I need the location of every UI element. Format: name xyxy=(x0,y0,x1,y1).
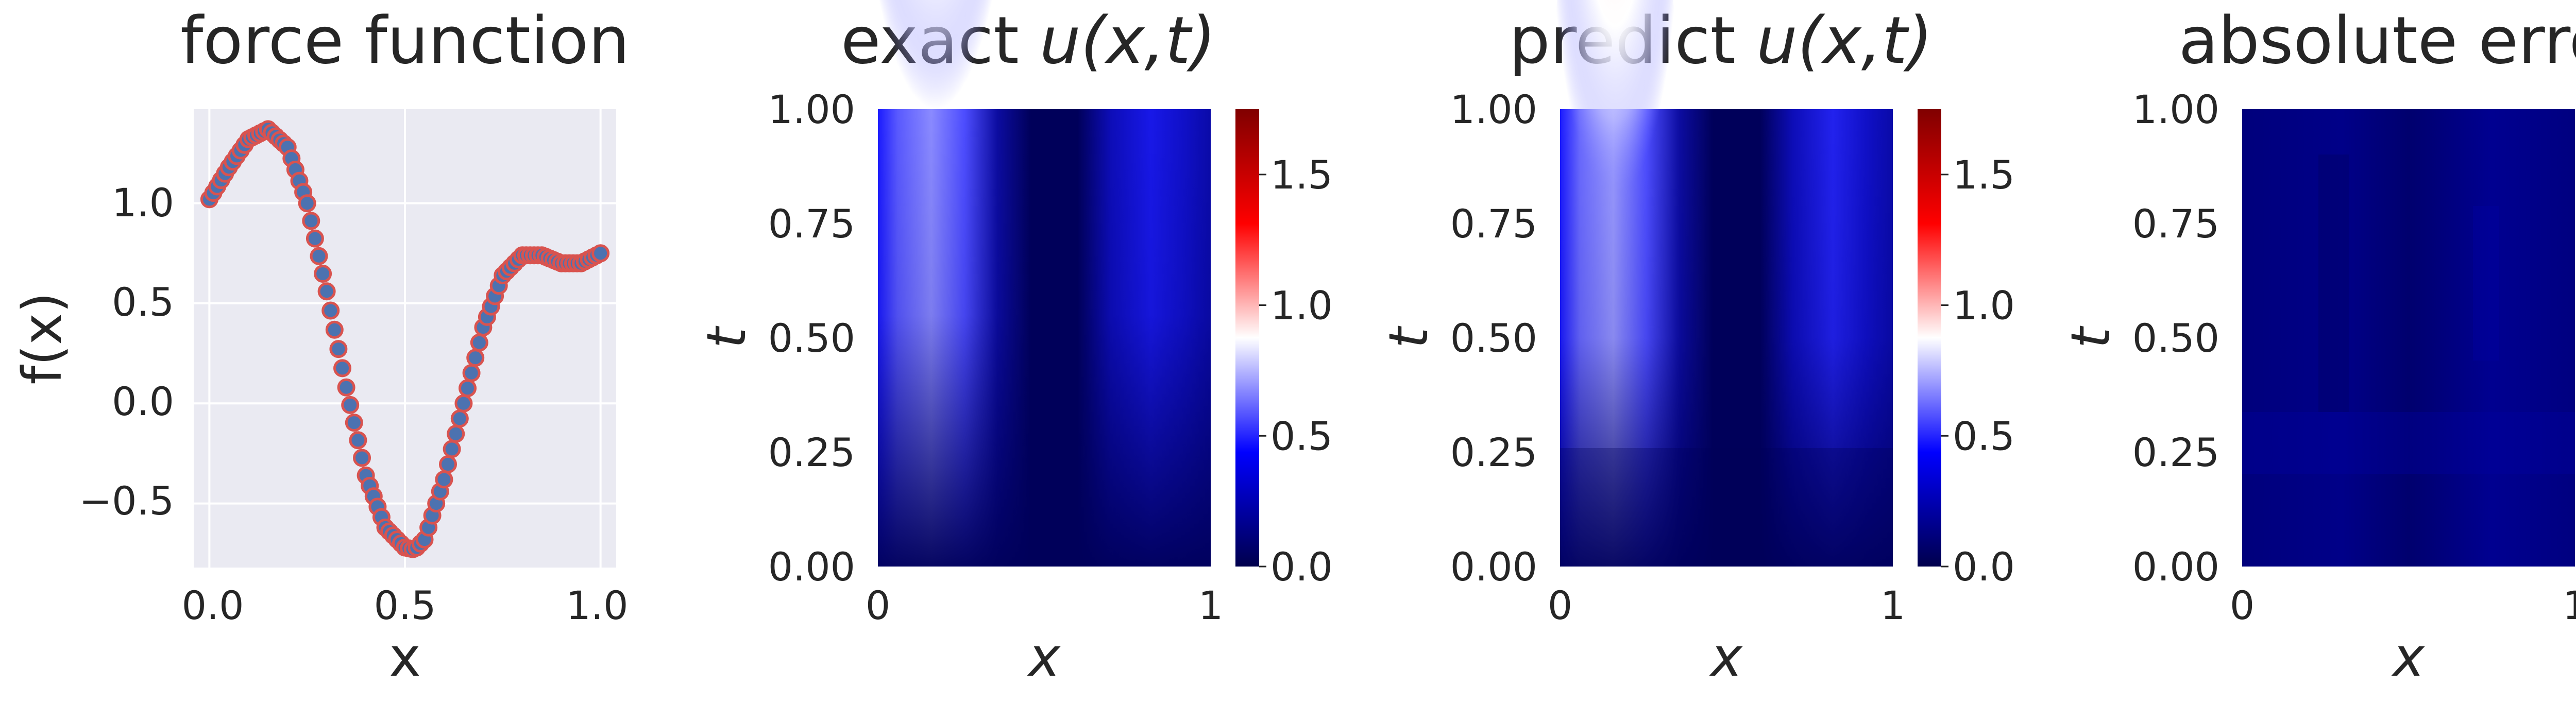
force-x-ticks: 0.0 0.5 1.0 xyxy=(182,582,629,628)
force-data-point xyxy=(353,449,371,467)
force-data-point xyxy=(454,394,473,413)
exact-title-math: u(x,t) xyxy=(1040,3,1216,78)
force-data-point xyxy=(314,265,332,283)
exact-ytick-label: 0.50 xyxy=(768,315,855,361)
predict-colorbar-ticks: 0.0 0.5 1.0 1.5 xyxy=(1941,152,2015,590)
force-xtick-label: 1.0 xyxy=(566,582,629,628)
exact-panel: exact u(x,t) 0.00 0.25 0.50 0.75 1.00 0 … xyxy=(695,0,1333,689)
error-xtick-label: 1 xyxy=(2563,582,2576,628)
force-ytick-label: 0.0 xyxy=(112,379,174,424)
error-x-ticks: 0 1 xyxy=(2230,582,2576,628)
predict-y-axis-label: t xyxy=(1377,325,1440,348)
error-y-ticks: 0.00 0.25 0.50 0.75 1.00 xyxy=(2132,87,2219,590)
exact-x-ticks: 0 1 xyxy=(866,582,1223,628)
error-panel: absolute error 0.00 0.25 0.50 0.75 1.00 … xyxy=(2059,3,2576,689)
exact-ytick-label: 0.75 xyxy=(768,201,855,247)
exact-x-axis-label: x xyxy=(1027,626,1061,689)
colorbar-tick-label: 1.0 xyxy=(1270,283,1333,329)
force-function-title: force function xyxy=(180,3,630,78)
predict-title-math: u(x,t) xyxy=(1756,3,1933,78)
predict-xtick-label: 1 xyxy=(1880,582,1905,628)
force-data-point xyxy=(337,378,355,397)
predict-colorbar: 0.0 0.5 1.0 1.5 xyxy=(1918,109,2015,590)
exact-xtick-label: 0 xyxy=(866,582,890,628)
error-x-axis-label: x xyxy=(2391,626,2425,689)
predict-ytick-label: 0.75 xyxy=(1450,201,1537,247)
predict-heatmap xyxy=(1551,0,1893,567)
predict-ytick-label: 0.00 xyxy=(1450,544,1537,590)
force-data-point xyxy=(341,396,360,414)
force-data-point xyxy=(447,424,465,443)
exact-colorbar-ticks: 0.0 0.5 1.0 1.5 xyxy=(1259,152,1333,590)
force-data-point xyxy=(306,229,324,248)
error-heatmap xyxy=(2242,109,2575,567)
exact-y-ticks: 0.00 0.25 0.50 0.75 1.00 xyxy=(768,87,855,590)
error-ytick-label: 0.50 xyxy=(2132,315,2219,361)
predict-ytick-label: 0.50 xyxy=(1450,315,1537,361)
error-xtick-label: 0 xyxy=(2230,582,2255,628)
error-title: absolute error xyxy=(2179,3,2576,78)
colorbar-tick-label: 0.0 xyxy=(1953,544,2015,590)
force-data-point xyxy=(310,247,328,265)
force-y-ticks: −0.5 0.0 0.5 1.0 xyxy=(79,180,174,524)
force-data-points xyxy=(200,120,610,558)
predict-ytick-label: 0.25 xyxy=(1450,430,1537,475)
force-x-axis-label: x xyxy=(389,626,421,689)
force-ytick-label: −0.5 xyxy=(79,478,174,524)
error-y-axis-label: t xyxy=(2059,325,2122,348)
exact-ytick-label: 1.00 xyxy=(768,87,855,132)
predict-panel: predict u(x,t) 0.00 0.25 0.50 0.75 1.00 … xyxy=(1377,0,2015,689)
force-data-point xyxy=(333,359,351,378)
error-ytick-label: 0.75 xyxy=(2132,201,2219,247)
exact-ytick-label: 0.25 xyxy=(768,430,855,475)
colorbar-tick-label: 1.5 xyxy=(1953,152,2015,198)
predict-x-ticks: 0 1 xyxy=(1548,582,1905,628)
error-ytick-label: 1.00 xyxy=(2132,87,2219,132)
colorbar-tick-label: 1.0 xyxy=(1953,283,2015,329)
force-function-panel: force function 0.0 0.5 1.0 −0.5 0.0 0.5 … xyxy=(11,3,630,689)
force-y-axis-label: f(x) xyxy=(11,292,74,384)
force-data-point xyxy=(329,340,348,358)
colorbar-tick-label: 0.5 xyxy=(1270,413,1333,459)
force-data-point xyxy=(470,333,488,352)
force-data-point xyxy=(450,409,469,428)
force-data-point xyxy=(443,440,461,458)
error-ytick-label: 0.00 xyxy=(2132,544,2219,590)
colorbar-tick-label: 0.5 xyxy=(1953,413,2015,459)
force-data-point xyxy=(466,349,485,367)
exact-y-axis-label: t xyxy=(695,325,758,348)
predict-ytick-label: 1.00 xyxy=(1450,87,1537,132)
force-data-point xyxy=(435,470,453,489)
force-data-point xyxy=(591,244,610,263)
force-data-point xyxy=(317,282,336,301)
force-data-point xyxy=(325,320,344,339)
predict-x-axis-label: x xyxy=(1709,626,1743,689)
force-data-point xyxy=(298,194,316,213)
force-data-point xyxy=(321,301,340,320)
force-ytick-label: 1.0 xyxy=(112,180,174,226)
error-ytick-label: 0.25 xyxy=(2132,430,2219,475)
force-ytick-label: 0.5 xyxy=(112,279,174,325)
force-data-point xyxy=(459,379,477,398)
colorbar-tick-label: 0.0 xyxy=(1270,544,1333,590)
force-xtick-label: 0.5 xyxy=(374,582,436,628)
predict-y-ticks: 0.00 0.25 0.50 0.75 1.00 xyxy=(1450,87,1537,590)
exact-ytick-label: 0.00 xyxy=(768,544,855,590)
colorbar-tick-label: 1.5 xyxy=(1270,152,1333,198)
force-data-point xyxy=(345,414,363,432)
force-xtick-label: 0.0 xyxy=(182,582,244,628)
exact-xtick-label: 1 xyxy=(1198,582,1223,628)
exact-colorbar: 0.0 0.5 1.0 1.5 xyxy=(1235,109,1333,590)
exact-heatmap xyxy=(858,0,1211,567)
force-data-point xyxy=(349,431,367,450)
force-data-point xyxy=(462,364,481,382)
predict-xtick-label: 0 xyxy=(1548,582,1572,628)
force-data-point xyxy=(302,212,320,230)
force-data-point xyxy=(439,455,457,473)
